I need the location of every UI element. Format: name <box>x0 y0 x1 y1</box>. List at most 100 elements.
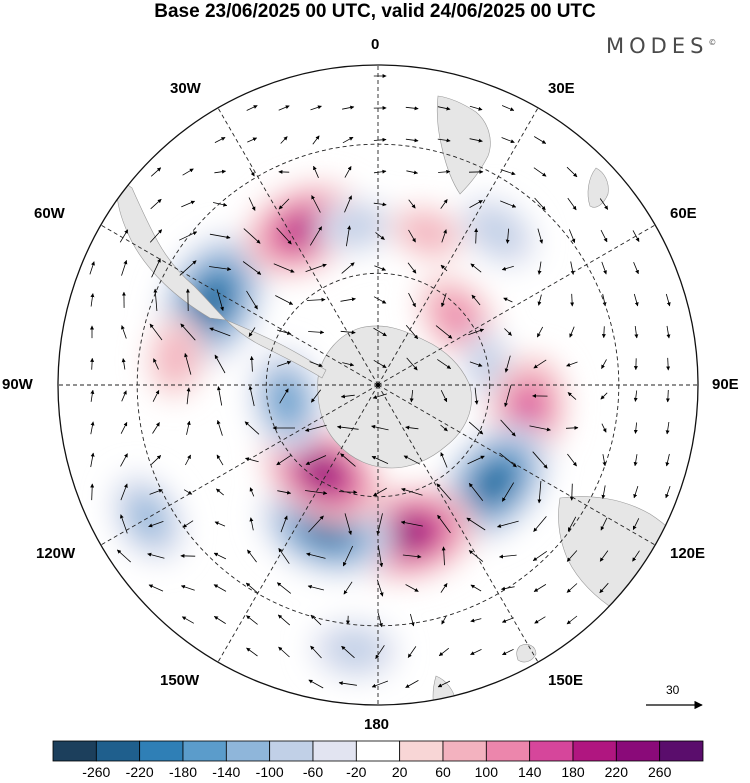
wind-vector <box>341 645 355 659</box>
wind-vector <box>407 646 417 658</box>
wind-vector <box>150 167 162 177</box>
wind-vector <box>536 326 544 338</box>
meridian-line <box>377 384 539 663</box>
wind-vector <box>601 359 607 369</box>
wind-vector <box>440 583 448 593</box>
pole-marker <box>375 382 381 388</box>
wind-vector <box>537 261 542 275</box>
wind-vector <box>529 425 551 432</box>
wind-vector <box>121 390 127 402</box>
wind-vector <box>438 647 450 657</box>
wind-vector <box>249 487 255 497</box>
wind-vector <box>567 453 577 467</box>
wind-vector <box>533 584 547 592</box>
wind-vector <box>534 197 546 211</box>
wind-vector <box>246 105 258 111</box>
wind-vector <box>121 260 128 276</box>
wind-vector <box>179 260 197 276</box>
latitude-circle <box>265 272 491 498</box>
wind-vector <box>533 136 547 144</box>
wind-vector <box>308 330 325 335</box>
wind-vectors <box>89 74 671 689</box>
lon-label-30w: 30W <box>170 80 201 97</box>
wind-vector <box>568 229 576 243</box>
wind-vector <box>665 389 670 403</box>
wind-vector <box>340 297 356 302</box>
wind-vector <box>280 136 288 144</box>
wind-vector <box>537 480 542 504</box>
wind-vector <box>244 421 260 435</box>
wind-vector <box>474 387 479 405</box>
wind-vector <box>633 485 639 499</box>
wind-vector <box>501 137 515 144</box>
wind-vector <box>533 167 547 177</box>
wind-vector <box>148 584 164 592</box>
wind-vector <box>408 292 416 308</box>
wind-vector <box>406 170 418 175</box>
wind-vector <box>437 680 451 688</box>
wind-vector <box>180 584 195 591</box>
wind-vector <box>182 168 194 176</box>
wind-vector <box>533 359 547 369</box>
wind-vector <box>566 550 578 562</box>
lon-label-30e: 30E <box>548 80 575 97</box>
wind-vector <box>407 262 417 274</box>
colorbar-swatch <box>269 740 314 762</box>
wind-vector <box>440 199 448 209</box>
brand-logo: MODES© <box>606 34 716 58</box>
low-pacific-north <box>327 631 382 669</box>
wind-vector <box>373 359 387 369</box>
wind-vector <box>216 386 223 406</box>
wind-vector <box>534 616 546 624</box>
south-america-landmass <box>116 177 227 321</box>
wind-vector <box>280 515 288 533</box>
wind-vector <box>245 457 259 463</box>
low-australia-south <box>480 467 509 498</box>
wind-vector <box>600 229 608 243</box>
wind-vector <box>374 265 386 271</box>
wind-vector <box>278 646 290 658</box>
wind-vector <box>179 231 198 241</box>
wind-vector <box>248 327 256 337</box>
wind-vector <box>371 680 389 688</box>
wind-vector <box>90 293 95 307</box>
wind-vector <box>306 552 326 559</box>
meridian-line <box>377 384 656 546</box>
wind-vector <box>307 584 324 591</box>
wind-vector <box>665 485 671 499</box>
colorbar-swatch <box>572 740 617 762</box>
meridian-line <box>100 384 379 546</box>
wind-vector <box>503 297 513 303</box>
wind-vector <box>181 200 196 208</box>
wind-vector <box>402 554 422 559</box>
colorbar-swatch <box>182 740 227 762</box>
colorbar-tick-label: -180 <box>168 764 198 780</box>
wind-vector <box>567 516 577 532</box>
wind-vector <box>338 490 358 495</box>
brand-name: MODES <box>606 34 709 58</box>
lon-label-60e: 60E <box>670 205 697 222</box>
wind-vector <box>438 169 451 174</box>
wind-vector <box>601 485 606 499</box>
wind-vector <box>468 482 484 501</box>
colorbar-swatch <box>399 740 444 762</box>
wind-vector <box>566 583 578 593</box>
wind-vector <box>405 680 419 688</box>
colorbar-tick-label: -140 <box>212 764 241 780</box>
wind-scale-label: 30 <box>666 683 680 697</box>
wind-vector <box>601 326 606 339</box>
wind-vector <box>337 425 359 430</box>
low-pacific-far-east <box>131 498 165 538</box>
wind-vector <box>90 452 95 468</box>
wind-vector <box>278 105 290 111</box>
wind-vector <box>276 582 292 594</box>
wind-vector <box>505 228 510 244</box>
wind-vector <box>275 295 294 305</box>
wind-vector <box>338 681 357 686</box>
wind-vector <box>373 169 387 174</box>
wind-vector <box>405 324 419 340</box>
wind-vector <box>372 487 387 497</box>
high-south-atlantic-east <box>404 215 451 250</box>
wind-vector <box>377 545 384 568</box>
wind-vector <box>149 488 163 495</box>
